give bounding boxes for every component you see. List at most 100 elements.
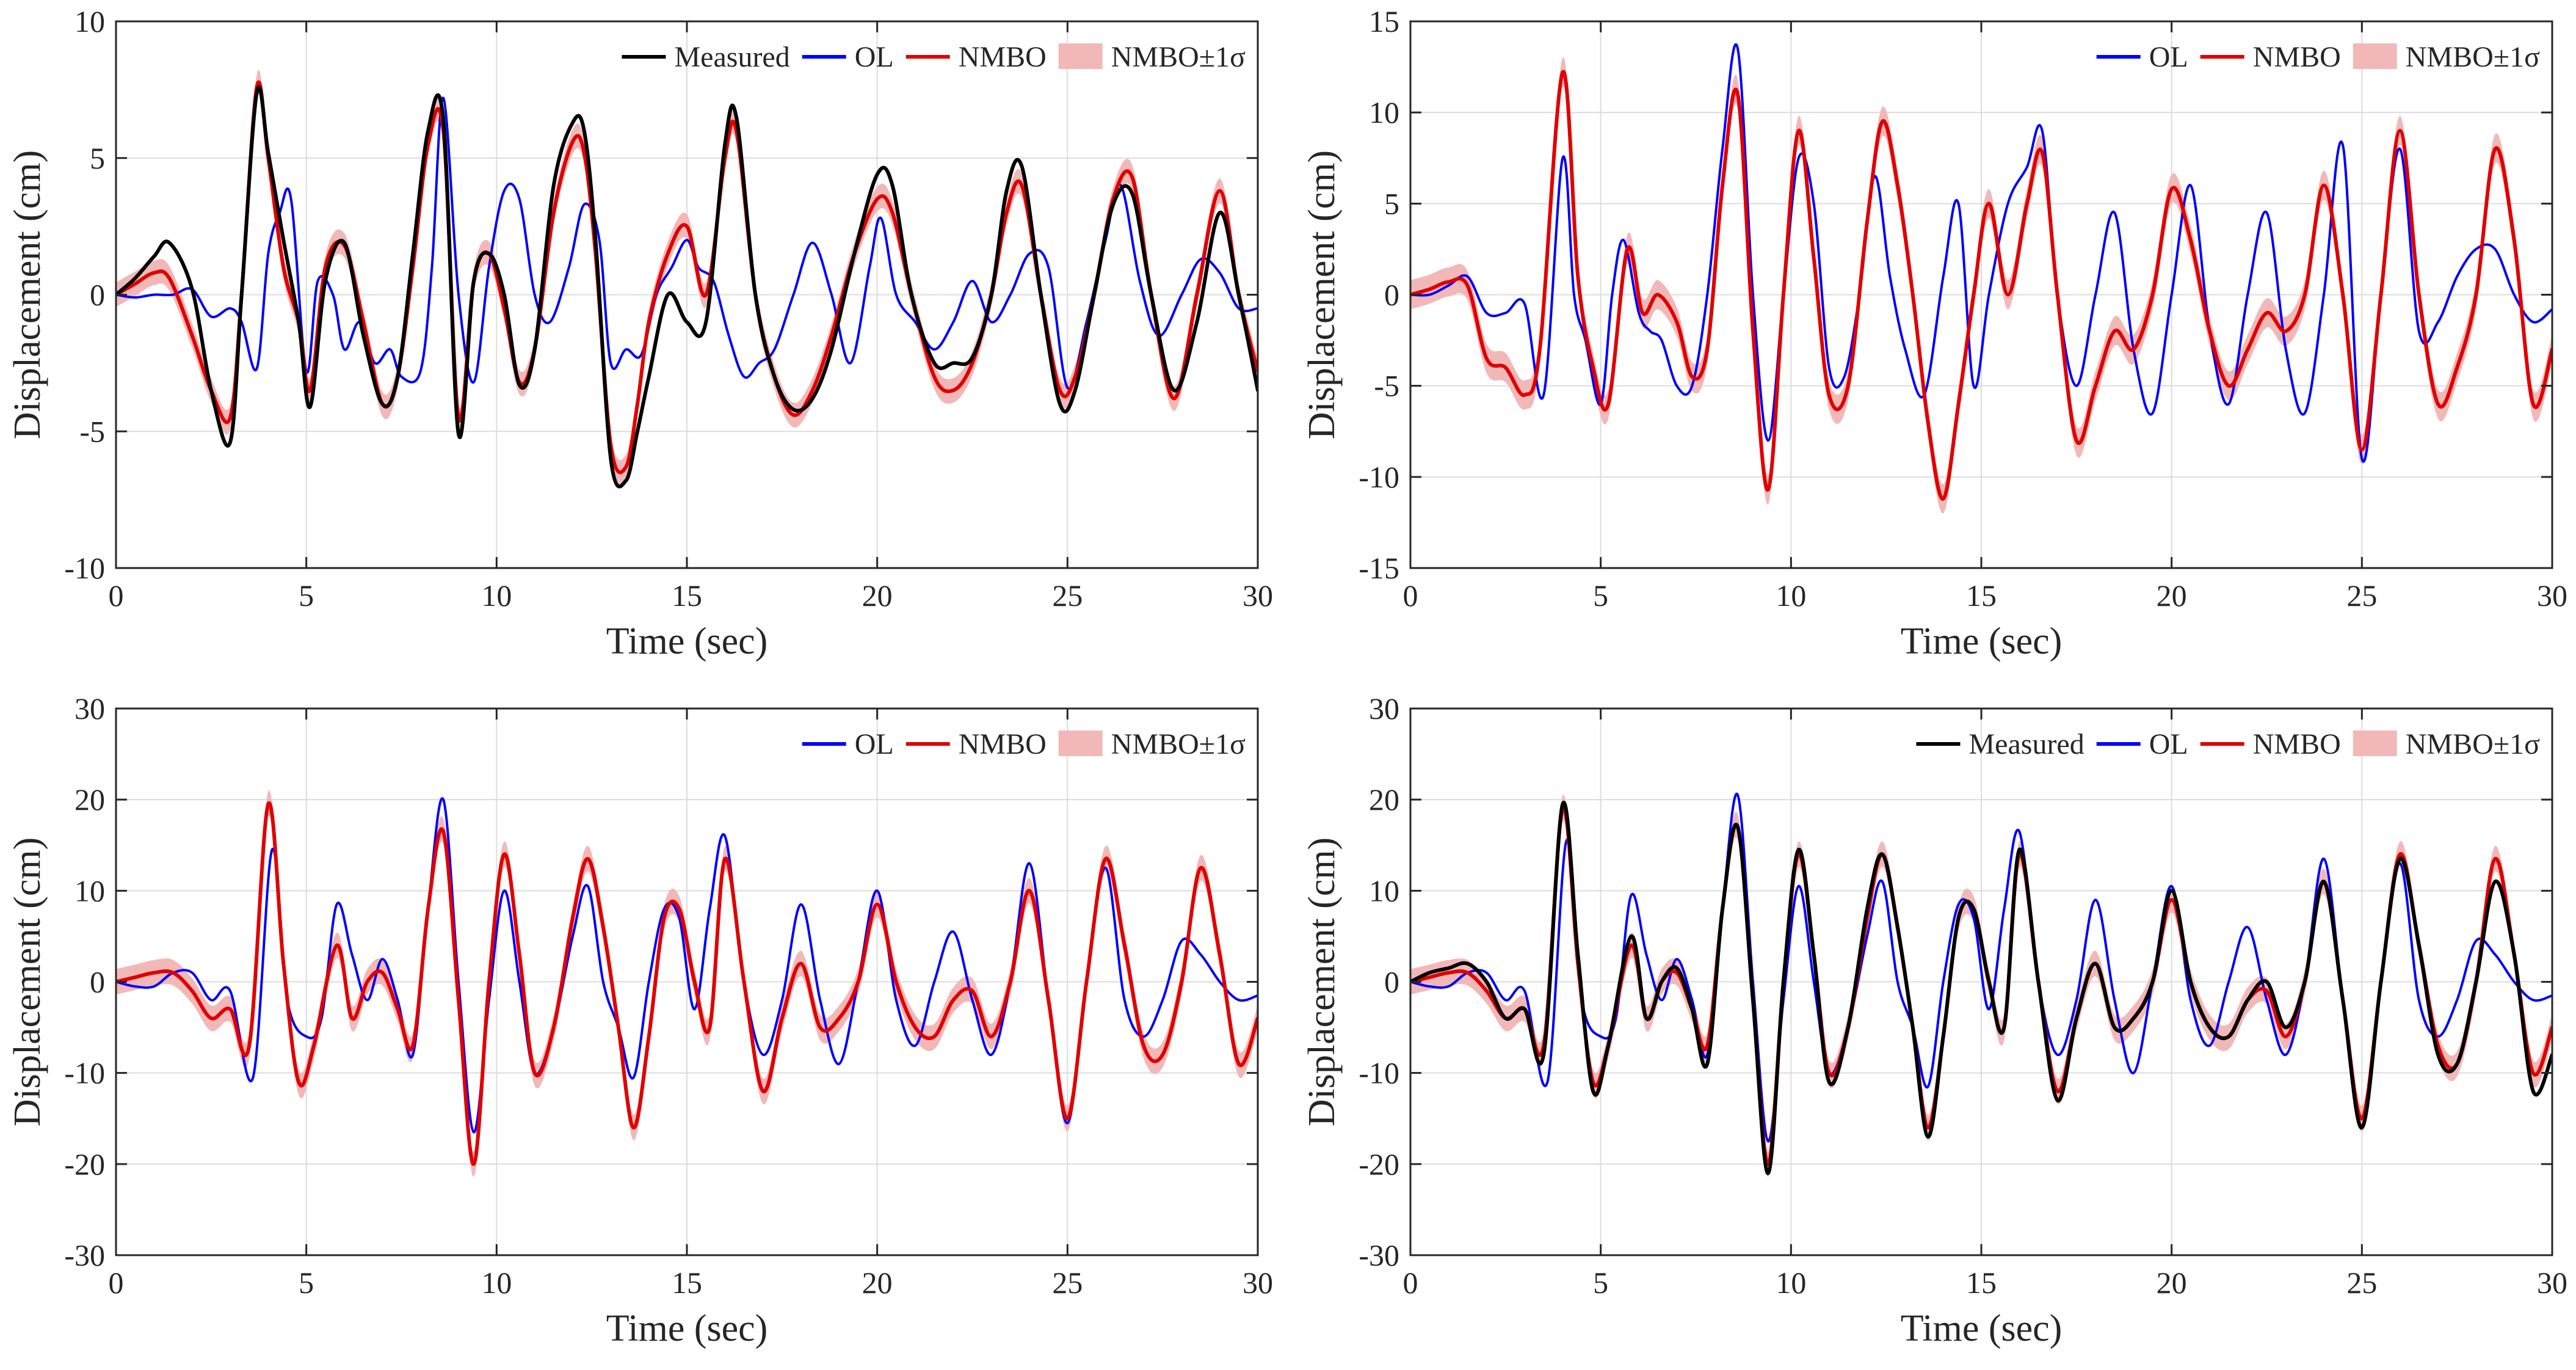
legend-label: Measured <box>674 41 789 73</box>
x-tick-label: 5 <box>299 578 314 613</box>
series-ol-line <box>1410 43 2552 463</box>
y-tick-label: 0 <box>90 965 105 999</box>
y-tick-label: -30 <box>1359 1238 1399 1272</box>
series-nmbo-line <box>116 801 1258 1166</box>
legend: NMBO±1σ NMBO OL <box>802 728 1246 760</box>
y-tick-label: 10 <box>74 873 105 908</box>
legend-label: NMBO±1σ <box>2406 41 2540 73</box>
legend-swatch-band <box>2353 43 2397 69</box>
legend-label: NMBO <box>2253 728 2341 760</box>
legend: NMBO±1σ NMBO OL Measured <box>1916 728 2540 760</box>
y-tick-label: -5 <box>79 414 105 448</box>
x-tick-label: 10 <box>481 1266 512 1300</box>
y-tick-label: 30 <box>1369 691 1399 726</box>
legend-label: NMBO <box>2253 41 2341 73</box>
x-tick-label: 0 <box>109 578 124 613</box>
x-tick-label: 15 <box>1966 1266 1997 1300</box>
x-tick-label: 25 <box>2346 1266 2377 1300</box>
legend-swatch-band <box>1058 43 1103 69</box>
plot-data <box>1410 43 2552 514</box>
x-tick-label: 25 <box>2346 578 2377 613</box>
y-tick-label: 5 <box>90 141 105 175</box>
x-axis-label: Time (sec) <box>606 621 768 662</box>
x-tick-label: 30 <box>1243 1266 1273 1300</box>
legend-label: Measured <box>1968 728 2084 760</box>
x-tick-label: 15 <box>672 1266 702 1300</box>
legend-label: OL <box>855 728 894 760</box>
y-axis-label: Displacement (cm) <box>1301 150 1343 439</box>
legend-label: NMBO <box>959 41 1047 73</box>
x-tick-label: 5 <box>299 1266 314 1300</box>
x-tick-label: 0 <box>1403 1266 1418 1300</box>
x-tick-label: 25 <box>1052 578 1083 613</box>
x-tick-label: 0 <box>1403 578 1418 613</box>
chart-panel-bottom-right: 0 5 10 15 20 25 30 -30 -20 -10 0 10 20 30 Time (sec) Di… <box>1301 691 2567 1349</box>
legend-swatch-band <box>2353 731 2397 756</box>
legend: NMBO±1σ NMBO OL <box>2096 41 2540 73</box>
plot-data <box>116 70 1258 489</box>
y-tick-label: 20 <box>74 782 105 817</box>
x-tick-label: 10 <box>481 578 512 613</box>
y-axis-label: Displacement (cm) <box>7 150 48 439</box>
series-ol-line <box>116 797 1258 1134</box>
y-tick-label: 0 <box>1384 278 1399 312</box>
y-tick-label: 10 <box>1369 873 1399 908</box>
legend-label: NMBO±1σ <box>2406 728 2540 760</box>
y-tick-label: -20 <box>64 1147 105 1181</box>
y-tick-label: 15 <box>1369 4 1399 38</box>
x-tick-label: 10 <box>1776 578 1806 613</box>
y-tick-label: 5 <box>1384 186 1399 220</box>
y-tick-label: -20 <box>1359 1147 1399 1181</box>
legend: NMBO±1σ NMBO OL Measured <box>622 41 1246 73</box>
legend-label: NMBO <box>959 728 1047 760</box>
x-tick-label: 30 <box>2537 578 2567 613</box>
x-tick-label: 5 <box>1593 1266 1608 1300</box>
x-tick-label: 25 <box>1052 1266 1083 1300</box>
y-tick-label: 30 <box>74 691 105 726</box>
x-axis-label: Time (sec) <box>606 1308 768 1349</box>
y-tick-label: 10 <box>1369 95 1399 129</box>
y-tick-label: -10 <box>64 1056 105 1090</box>
legend-label: OL <box>855 41 894 73</box>
x-tick-label: 15 <box>1966 578 1997 613</box>
x-tick-label: 20 <box>2157 578 2187 613</box>
plot-data <box>1410 792 2552 1177</box>
legend-swatch-band <box>1058 731 1103 756</box>
y-tick-label: 0 <box>1384 965 1399 999</box>
series-measured-line <box>116 85 1258 489</box>
x-tick-label: 5 <box>1593 578 1608 613</box>
series-nmbo-line <box>1410 70 2552 501</box>
y-tick-label: -10 <box>64 551 105 585</box>
y-tick-label: 20 <box>1369 782 1399 817</box>
x-tick-label: 30 <box>2537 1266 2567 1300</box>
y-tick-label: -5 <box>1374 369 1399 403</box>
x-tick-label: 10 <box>1776 1266 1806 1300</box>
legend-label: NMBO±1σ <box>1111 41 1246 73</box>
x-tick-label: 0 <box>109 1266 124 1300</box>
x-tick-label: 30 <box>1243 578 1273 613</box>
x-axis-label: Time (sec) <box>1901 621 2063 662</box>
y-tick-label: 0 <box>90 278 105 312</box>
y-tick-label: 10 <box>74 4 105 38</box>
y-axis-label: Displacement (cm) <box>7 837 48 1126</box>
plot-data <box>116 790 1258 1177</box>
y-tick-label: -30 <box>64 1238 105 1272</box>
chart-panel-top-right: 0 5 10 15 20 25 30 -15 -10 -5 0 5 10 15 Time (sec) Disp… <box>1301 4 2567 662</box>
series-measured-line <box>1410 801 2552 1175</box>
chart-panel-bottom-left: 0 5 10 15 20 25 30 -30 -20 -10 0 10 20 30 Time (sec) Di… <box>7 691 1273 1349</box>
x-tick-label: 20 <box>862 1266 893 1300</box>
y-tick-label: -10 <box>1359 460 1399 494</box>
legend-label: NMBO±1σ <box>1111 728 1246 760</box>
y-tick-label: -15 <box>1359 551 1399 585</box>
legend-label: OL <box>2149 41 2188 73</box>
x-tick-label: 15 <box>672 578 702 613</box>
y-tick-label: -10 <box>1359 1056 1399 1090</box>
chart-panel-top-left: 0 5 10 15 20 25 30 -10 -5 0 5 10 Time (sec) Displacem… <box>7 4 1273 662</box>
x-tick-label: 20 <box>2157 1266 2187 1300</box>
x-axis-label: Time (sec) <box>1901 1308 2063 1349</box>
legend-label: OL <box>2149 728 2188 760</box>
y-axis-label: Displacement (cm) <box>1301 837 1343 1126</box>
x-tick-label: 20 <box>862 578 893 613</box>
